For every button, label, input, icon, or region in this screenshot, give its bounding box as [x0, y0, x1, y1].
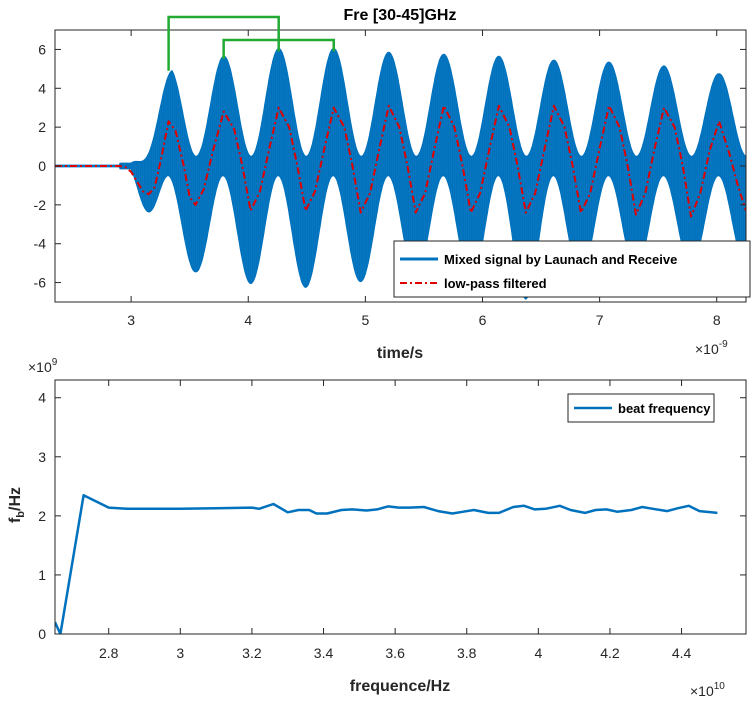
top-x-axis-label: time/s — [377, 345, 423, 362]
legend-lowpass-label: low-pass filtered — [444, 276, 547, 291]
top-legend: Mixed signal by Launach and Receive low-… — [393, 240, 751, 298]
bottom-legend: beat frequency — [567, 393, 715, 423]
bottom-x-tick-label: 2.8 — [99, 645, 119, 661]
svg-text:×1010: ×1010 — [690, 681, 725, 699]
bottom-y-ticks: 0 1 2 3 4 — [38, 390, 746, 642]
top-y-tick-label: 2 — [38, 119, 46, 135]
mixed-signal-series — [55, 47, 746, 300]
top-y-tick-label: 6 — [38, 41, 46, 57]
bottom-x-axis-label: frequence/Hz — [350, 678, 450, 695]
top-y-tick-label: 0 — [38, 158, 46, 174]
bottom-x-exponent-power: 10 — [714, 681, 726, 692]
bottom-x-tick-label: 3 — [176, 645, 184, 661]
low-pass-series — [55, 104, 746, 218]
bottom-x-tick-label: 3.2 — [242, 645, 262, 661]
low-pass-line — [55, 104, 746, 218]
bottom-x-tick-label: 3.4 — [314, 645, 334, 661]
bottom-x-tick-label: 4 — [534, 645, 542, 661]
top-x-exponent: ×10-9 — [695, 339, 728, 357]
bottom-x-tick-label: 3.8 — [457, 645, 477, 661]
beat-frequency-series — [55, 493, 718, 634]
bottom-x-tick-label: 4.4 — [672, 645, 692, 661]
bottom-y-tick-label: 0 — [38, 626, 46, 642]
top-y-ticks: -6 -4 -2 0 2 4 6 — [34, 41, 746, 291]
top-x-tick-label: 4 — [244, 312, 252, 328]
bottom-y-tick-label: 3 — [38, 449, 46, 465]
period-bracket — [167, 15, 280, 71]
top-y-tick-label: 4 — [38, 80, 46, 96]
svg-text:×109: ×109 — [28, 357, 58, 375]
top-x-tick-label: 6 — [479, 312, 487, 328]
top-x-tick-label: 5 — [361, 312, 369, 328]
bottom-y-label-sub: b — [15, 511, 27, 518]
top-x-ticks: 3 4 5 6 7 8 — [127, 30, 721, 328]
top-y-tick-label: -4 — [34, 236, 47, 252]
top-plot-title: Fre [30-45]GHz — [344, 7, 457, 24]
bottom-x-exponent: ×1010 — [690, 681, 725, 699]
bottom-x-exponent-base: ×10 — [690, 683, 714, 699]
top-x-exponent-power: -9 — [719, 339, 728, 350]
top-y-tick-label: -6 — [34, 275, 47, 291]
bottom-y-exponent-base: ×10 — [28, 359, 52, 375]
top-x-tick-label: 7 — [596, 312, 604, 328]
bottom-plot: 2.8 3 3.2 3.4 3.6 3.8 4 4.2 4.4 0 1 2 3 4 frequence/… — [7, 357, 747, 699]
svg-text:×10-9: ×10-9 — [695, 339, 728, 357]
bottom-x-tick-label: 4.2 — [600, 645, 620, 661]
bottom-y-axis-label: fb/Hz — [7, 487, 27, 523]
bottom-x-ticks: 2.8 3 3.2 3.4 3.6 3.8 4 4.2 4.4 — [99, 380, 692, 661]
top-x-tick-label: 8 — [713, 312, 721, 328]
beat-frequency-line — [55, 493, 718, 634]
mixed-signal-envelope — [55, 47, 746, 300]
bottom-y-tick-label: 1 — [38, 567, 46, 583]
bottom-x-tick-label: 3.6 — [385, 645, 405, 661]
bottom-plot-frame — [54, 379, 747, 635]
legend-mixed-label: Mixed signal by Launach and Receive — [444, 252, 677, 267]
bottom-y-tick-label: 2 — [38, 508, 46, 524]
bottom-y-label-main: f — [7, 517, 24, 523]
period-bracket — [222, 38, 335, 60]
bottom-y-exponent: ×109 — [28, 357, 58, 375]
top-x-exponent-base: ×10 — [695, 341, 719, 357]
top-x-tick-label: 3 — [127, 312, 135, 328]
period-brackets — [167, 15, 335, 71]
top-legend-box — [393, 240, 751, 298]
top-y-tick-label: -2 — [34, 197, 47, 213]
legend-beat-label: beat frequency — [618, 401, 711, 416]
bottom-y-exponent-power: 9 — [52, 357, 58, 368]
bottom-y-tick-label: 4 — [38, 390, 46, 406]
bottom-y-label-rest: /Hz — [7, 487, 24, 511]
svg-text:fb/Hz: fb/Hz — [7, 487, 27, 523]
